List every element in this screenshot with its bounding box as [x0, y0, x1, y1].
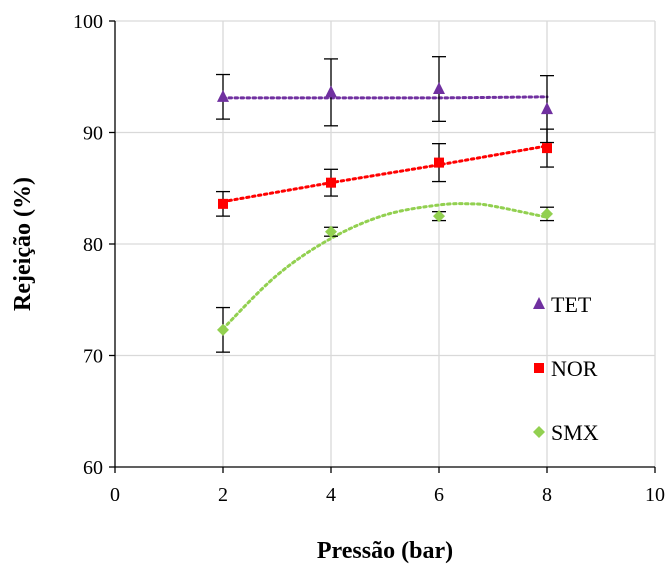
legend-marker-nor — [534, 363, 544, 373]
trendline-tet — [221, 95, 549, 100]
tick-labels: 0 2 4 6 8 10 60 70 80 90 100 — [73, 11, 665, 506]
legend-marker-tet — [533, 297, 545, 309]
data-markers — [217, 82, 553, 336]
tet-point — [217, 89, 229, 102]
legend-label-tet: TET — [551, 292, 592, 317]
y-axis-title: Rejeição (%) — [10, 177, 36, 311]
trendline-nor — [221, 144, 549, 204]
smx-point — [433, 210, 445, 223]
legend-label-smx: SMX — [551, 420, 599, 445]
x-tick-label: 8 — [542, 484, 552, 506]
smx-point — [541, 207, 553, 220]
y-tick-label: 100 — [73, 11, 103, 33]
x-tick-label: 6 — [434, 484, 444, 506]
nor-point — [434, 157, 444, 168]
x-axis-title: Pressão (bar) — [317, 538, 453, 564]
legend-marker-smx — [533, 426, 545, 438]
tet-point — [433, 82, 445, 95]
tet-point — [541, 102, 553, 115]
nor-point — [218, 198, 228, 209]
error-bars — [216, 56, 554, 353]
y-tick-label: 80 — [83, 234, 103, 256]
x-tick-label: 0 — [110, 484, 120, 506]
legend: TET NOR SMX — [533, 292, 599, 445]
y-tick-label: 60 — [83, 457, 103, 479]
x-tick-label: 4 — [326, 484, 336, 506]
tet-point — [325, 85, 337, 98]
trendlines — [221, 95, 549, 331]
nor-point — [326, 177, 336, 188]
grid — [115, 20, 656, 467]
x-tick-label: 10 — [645, 484, 665, 506]
y-tick-label: 70 — [83, 346, 103, 368]
smx-point — [217, 323, 229, 336]
axes — [109, 20, 656, 473]
y-tick-label: 90 — [83, 123, 103, 145]
nor-point — [542, 143, 552, 154]
x-tick-label: 2 — [218, 484, 228, 506]
smx-point — [325, 225, 337, 238]
trendline-smx — [221, 202, 549, 331]
legend-label-nor: NOR — [551, 356, 598, 381]
